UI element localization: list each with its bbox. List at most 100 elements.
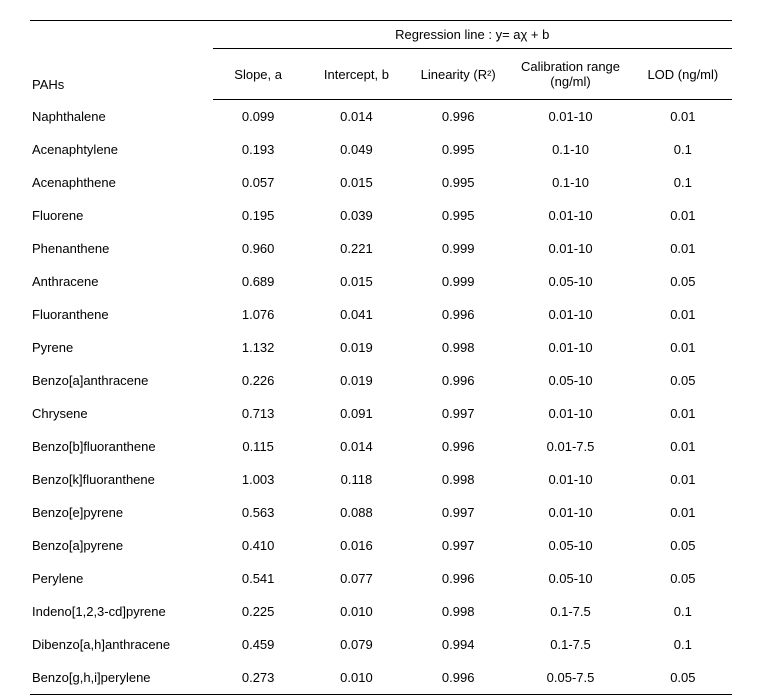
range-cell: 0.1-10 xyxy=(507,133,633,166)
lod-cell: 0.01 xyxy=(634,331,732,364)
intercept-cell: 0.079 xyxy=(304,628,409,661)
compound-name-cell: Fluoranthene xyxy=(30,298,213,331)
lod-cell: 0.01 xyxy=(634,397,732,430)
linearity-cell: 0.997 xyxy=(409,397,507,430)
lod-cell: 0.1 xyxy=(634,133,732,166)
linearity-cell: 0.996 xyxy=(409,562,507,595)
table-row: Benzo[b]fluoranthene0.1150.0140.9960.01-… xyxy=(30,430,732,463)
linearity-cell: 0.999 xyxy=(409,265,507,298)
slope-cell: 0.459 xyxy=(213,628,304,661)
table-row: Acenaphtylene0.1930.0490.9950.1-100.1 xyxy=(30,133,732,166)
compound-name-cell: Benzo[e]pyrene xyxy=(30,496,213,529)
lod-cell: 0.01 xyxy=(634,298,732,331)
linearity-cell: 0.996 xyxy=(409,100,507,134)
slope-cell: 0.057 xyxy=(213,166,304,199)
lod-cell: 0.01 xyxy=(634,100,732,134)
linearity-cell: 0.995 xyxy=(409,166,507,199)
intercept-cell: 0.077 xyxy=(304,562,409,595)
slope-cell: 1.132 xyxy=(213,331,304,364)
table-row: Naphthalene0.0990.0140.9960.01-100.01 xyxy=(30,100,732,134)
range-cell: 0.1-7.5 xyxy=(507,628,633,661)
intercept-cell: 0.091 xyxy=(304,397,409,430)
linearity-cell: 0.998 xyxy=(409,595,507,628)
linearity-cell: 0.997 xyxy=(409,529,507,562)
compound-name-cell: Naphthalene xyxy=(30,100,213,134)
range-cell: 0.05-10 xyxy=(507,265,633,298)
slope-cell: 0.115 xyxy=(213,430,304,463)
intercept-cell: 0.014 xyxy=(304,430,409,463)
linearity-cell: 0.995 xyxy=(409,133,507,166)
slope-cell: 0.563 xyxy=(213,496,304,529)
slope-cell: 0.193 xyxy=(213,133,304,166)
pahs-regression-table: PAHs Regression line : y= aχ + b Slope, … xyxy=(30,20,732,695)
intercept-cell: 0.015 xyxy=(304,265,409,298)
range-cell: 0.01-7.5 xyxy=(507,430,633,463)
table-row: Perylene0.5410.0770.9960.05-100.05 xyxy=(30,562,732,595)
range-cell: 0.05-10 xyxy=(507,364,633,397)
compound-name-cell: Anthracene xyxy=(30,265,213,298)
slope-cell: 1.003 xyxy=(213,463,304,496)
lod-cell: 0.05 xyxy=(634,661,732,695)
compound-name-cell: Benzo[a]pyrene xyxy=(30,529,213,562)
column-header-lod: LOD (ng/ml) xyxy=(634,49,732,100)
lod-cell: 0.01 xyxy=(634,496,732,529)
regression-line-header: Regression line : y= aχ + b xyxy=(213,21,732,49)
intercept-cell: 0.019 xyxy=(304,331,409,364)
table-row: Anthracene0.6890.0150.9990.05-100.05 xyxy=(30,265,732,298)
table-row: Indeno[1,2,3-cd]pyrene0.2250.0100.9980.1… xyxy=(30,595,732,628)
range-cell: 0.05-10 xyxy=(507,562,633,595)
linearity-cell: 0.996 xyxy=(409,430,507,463)
range-cell: 0.01-10 xyxy=(507,397,633,430)
intercept-cell: 0.039 xyxy=(304,199,409,232)
slope-cell: 0.225 xyxy=(213,595,304,628)
compound-name-cell: Benzo[a]anthracene xyxy=(30,364,213,397)
table-row: Phenanthene0.9600.2210.9990.01-100.01 xyxy=(30,232,732,265)
lod-cell: 0.1 xyxy=(634,628,732,661)
linearity-cell: 0.998 xyxy=(409,331,507,364)
table-row: Dibenzo[a,h]anthracene0.4590.0790.9940.1… xyxy=(30,628,732,661)
lod-cell: 0.01 xyxy=(634,199,732,232)
slope-cell: 0.541 xyxy=(213,562,304,595)
linearity-cell: 0.994 xyxy=(409,628,507,661)
range-cell: 0.05-10 xyxy=(507,529,633,562)
linearity-cell: 0.996 xyxy=(409,298,507,331)
table-row: Benzo[e]pyrene0.5630.0880.9970.01-100.01 xyxy=(30,496,732,529)
intercept-cell: 0.118 xyxy=(304,463,409,496)
range-cell: 0.01-10 xyxy=(507,232,633,265)
slope-cell: 1.076 xyxy=(213,298,304,331)
range-cell: 0.01-10 xyxy=(507,100,633,134)
table-row: Chrysene0.7130.0910.9970.01-100.01 xyxy=(30,397,732,430)
column-header-slope: Slope, a xyxy=(213,49,304,100)
range-cell: 0.01-10 xyxy=(507,331,633,364)
intercept-cell: 0.049 xyxy=(304,133,409,166)
lod-cell: 0.01 xyxy=(634,463,732,496)
range-cell: 0.01-10 xyxy=(507,463,633,496)
table-row: Fluoranthene1.0760.0410.9960.01-100.01 xyxy=(30,298,732,331)
column-header-linearity: Linearity (R²) xyxy=(409,49,507,100)
slope-cell: 0.099 xyxy=(213,100,304,134)
intercept-cell: 0.221 xyxy=(304,232,409,265)
table-row: Fluorene0.1950.0390.9950.01-100.01 xyxy=(30,199,732,232)
compound-name-cell: Dibenzo[a,h]anthracene xyxy=(30,628,213,661)
range-cell: 0.01-10 xyxy=(507,298,633,331)
range-cell: 0.01-10 xyxy=(507,199,633,232)
lod-cell: 0.1 xyxy=(634,595,732,628)
compound-name-cell: Indeno[1,2,3-cd]pyrene xyxy=(30,595,213,628)
column-header-range: Calibration range (ng/ml) xyxy=(507,49,633,100)
slope-cell: 0.410 xyxy=(213,529,304,562)
table-row: Pyrene1.1320.0190.9980.01-100.01 xyxy=(30,331,732,364)
intercept-cell: 0.019 xyxy=(304,364,409,397)
lod-cell: 0.01 xyxy=(634,430,732,463)
slope-cell: 0.689 xyxy=(213,265,304,298)
column-header-pahs: PAHs xyxy=(30,21,213,100)
linearity-cell: 0.999 xyxy=(409,232,507,265)
compound-name-cell: Acenaphthene xyxy=(30,166,213,199)
compound-name-cell: Acenaphtylene xyxy=(30,133,213,166)
table-body: Naphthalene0.0990.0140.9960.01-100.01Ace… xyxy=(30,100,732,695)
intercept-cell: 0.015 xyxy=(304,166,409,199)
column-header-intercept: Intercept, b xyxy=(304,49,409,100)
lod-cell: 0.05 xyxy=(634,562,732,595)
table-row: Benzo[a]pyrene0.4100.0160.9970.05-100.05 xyxy=(30,529,732,562)
table-row: Benzo[g,h,i]perylene0.2730.0100.9960.05-… xyxy=(30,661,732,695)
compound-name-cell: Benzo[b]fluoranthene xyxy=(30,430,213,463)
